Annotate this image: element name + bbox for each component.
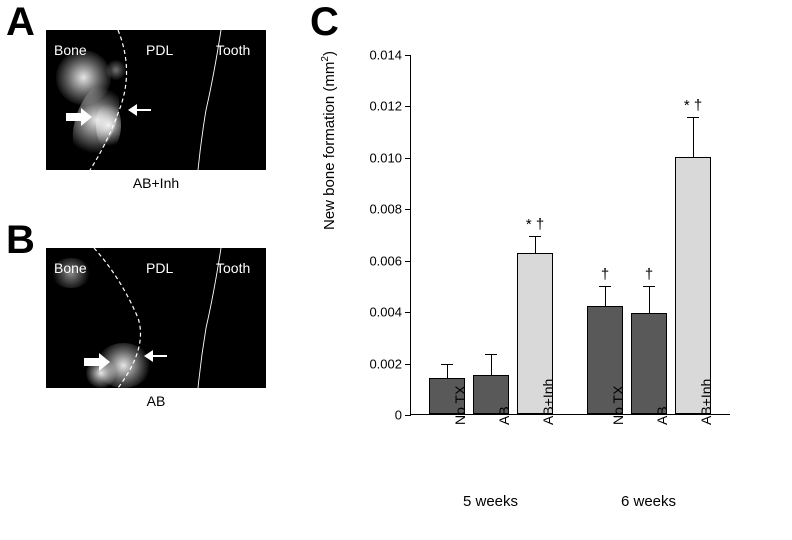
x-tick-label: No TX xyxy=(452,386,468,425)
y-tick-label: 0.004 xyxy=(369,305,402,320)
micrograph-a: Bone PDL Tooth xyxy=(46,30,266,170)
micrograph-b: Bone PDL Tooth xyxy=(46,248,266,388)
plot-area: 00.0020.0040.0060.0080.0100.0120.014No T… xyxy=(410,55,730,415)
caption-a: AB+Inh xyxy=(46,175,266,191)
group-label: 6 weeks xyxy=(621,493,676,510)
x-tick-label: AB xyxy=(496,406,512,425)
panel-label-c: C xyxy=(310,0,338,45)
y-tick xyxy=(405,364,411,365)
bar-chart: New bone formation (mm2) 00.0020.0040.00… xyxy=(330,40,770,510)
region-bone-a: Bone xyxy=(54,42,87,58)
error-cap xyxy=(529,236,541,237)
significance-marker: † xyxy=(634,266,664,283)
panel-label-b: B xyxy=(6,218,34,263)
arrow-thick-a xyxy=(66,108,92,126)
y-tick-label: 0.006 xyxy=(369,253,402,268)
y-tick xyxy=(405,415,411,416)
region-pdl-a: PDL xyxy=(146,42,173,58)
y-tick-label: 0.002 xyxy=(369,356,402,371)
error-cap xyxy=(643,286,655,287)
region-bone-b: Bone xyxy=(54,260,87,276)
region-tooth-b: Tooth xyxy=(216,260,250,276)
region-tooth-a: Tooth xyxy=(216,42,250,58)
significance-marker: * † xyxy=(520,216,550,233)
arrow-thin-b xyxy=(144,350,167,362)
significance-marker: † xyxy=(590,266,620,283)
y-tick xyxy=(405,106,411,107)
x-tick-label: AB xyxy=(654,406,670,425)
error-cap xyxy=(687,117,699,118)
y-tick xyxy=(405,261,411,262)
y-tick xyxy=(405,209,411,210)
region-pdl-b: PDL xyxy=(146,260,173,276)
arrow-thick-b xyxy=(84,353,110,371)
bar xyxy=(631,313,667,414)
error-bar xyxy=(535,237,536,254)
error-bar xyxy=(693,118,694,157)
error-cap xyxy=(599,286,611,287)
y-tick-label: 0.008 xyxy=(369,202,402,217)
y-tick xyxy=(405,55,411,56)
arrow-thin-a xyxy=(128,104,151,116)
error-bar xyxy=(649,287,650,313)
error-cap xyxy=(441,364,453,365)
y-tick xyxy=(405,312,411,313)
x-tick-label: AB+Inh xyxy=(540,379,556,425)
x-tick-label: No TX xyxy=(610,386,626,425)
caption-b: AB xyxy=(46,393,266,409)
y-tick xyxy=(405,158,411,159)
x-tick-label: AB+Inh xyxy=(698,379,714,425)
error-bar xyxy=(491,355,492,374)
y-tick-label: 0.014 xyxy=(369,48,402,63)
group-label: 5 weeks xyxy=(463,493,518,510)
y-axis-label: New bone formation (mm2) xyxy=(320,51,338,230)
y-tick-label: 0.010 xyxy=(369,150,402,165)
panel-label-a: A xyxy=(6,0,34,45)
significance-marker: * † xyxy=(678,97,708,114)
y-tick-label: 0 xyxy=(395,408,402,423)
error-bar xyxy=(605,287,606,306)
error-cap xyxy=(485,354,497,355)
error-bar xyxy=(447,365,448,378)
y-tick-label: 0.012 xyxy=(369,99,402,114)
bar xyxy=(675,157,711,414)
